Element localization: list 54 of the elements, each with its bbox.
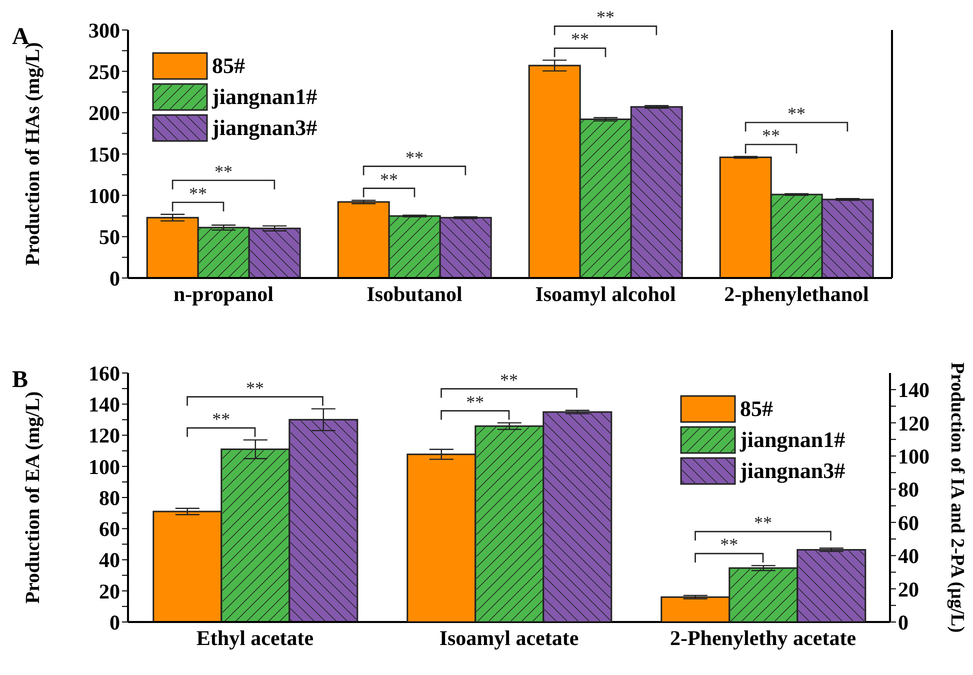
y-tick-label: 100	[88, 184, 120, 208]
y2-tick-label: 40	[898, 544, 919, 568]
y-tick-label: 140	[88, 392, 120, 417]
x-tick-label: 2-phenylethanol	[724, 282, 870, 306]
y-tick-label: 250	[88, 60, 120, 84]
y2-tick-label: 60	[898, 510, 919, 535]
y-axis-title: Production of EA (mg/L)	[22, 391, 44, 604]
y-tick-label: 300	[88, 18, 120, 42]
y2-tick-label: 0	[898, 610, 908, 634]
annotation: **	[720, 534, 738, 555]
x-tick-label: n-propanol	[174, 282, 274, 306]
annotation: **	[214, 161, 232, 182]
legend-label: jiangnan3#	[740, 458, 846, 484]
x-tick-label: Ethyl acetate	[196, 626, 314, 650]
y-tick-label: 160	[88, 361, 120, 386]
text: **	[596, 7, 614, 28]
y2-tick-label: 120	[898, 411, 930, 436]
y-tick-label: 0	[110, 610, 120, 634]
annotation: **	[406, 147, 424, 168]
annotation: **	[500, 370, 518, 390]
annotation: **	[754, 512, 772, 533]
y-tick-label: 120	[88, 424, 120, 448]
y-tick-label: 20	[99, 579, 120, 604]
x-tick-label: 2-Phenylethy acetate	[670, 626, 856, 650]
y2-tick-label: 80	[898, 478, 919, 502]
y2-tick-label: 140	[898, 378, 930, 402]
y-tick-label: 200	[88, 101, 120, 126]
y-tick-label: 0	[110, 266, 120, 290]
x-tick-label: Isobutanol	[366, 282, 463, 306]
y-tick-label: 100	[88, 454, 120, 479]
y-tick-label: 80	[99, 486, 120, 510]
annotation: **	[212, 408, 230, 429]
y2-tick-label: 100	[898, 444, 930, 468]
legend-label: jiangnan1#	[212, 84, 318, 110]
annotation: **	[466, 392, 484, 412]
annotation: **	[246, 378, 264, 398]
annotation: **	[788, 103, 806, 124]
legend-label: 85#	[212, 52, 245, 78]
annotation: **	[762, 125, 780, 146]
chart-title: B	[12, 367, 28, 393]
y2-tick-label: 20	[898, 577, 919, 602]
legend-label: jiangnan3#	[212, 114, 318, 140]
annotation: **	[380, 169, 398, 190]
annotation: **	[571, 29, 590, 50]
x-tick-label: Isoamyl alcohol	[535, 282, 676, 306]
y-tick-label: 150	[88, 142, 120, 166]
legend-label: jiangnan1#	[740, 426, 846, 452]
annotation: **	[189, 183, 208, 204]
y-tick-label: 60	[99, 517, 120, 542]
x-tick-label: Isoamyl acetate	[439, 626, 579, 650]
legend-label: 85#	[740, 396, 773, 422]
y-tick-label: 40	[99, 548, 120, 572]
y-tick-label: 50	[99, 225, 120, 250]
y2-axis-title: Production of IA and 2-PA (µg/L)	[946, 362, 968, 633]
